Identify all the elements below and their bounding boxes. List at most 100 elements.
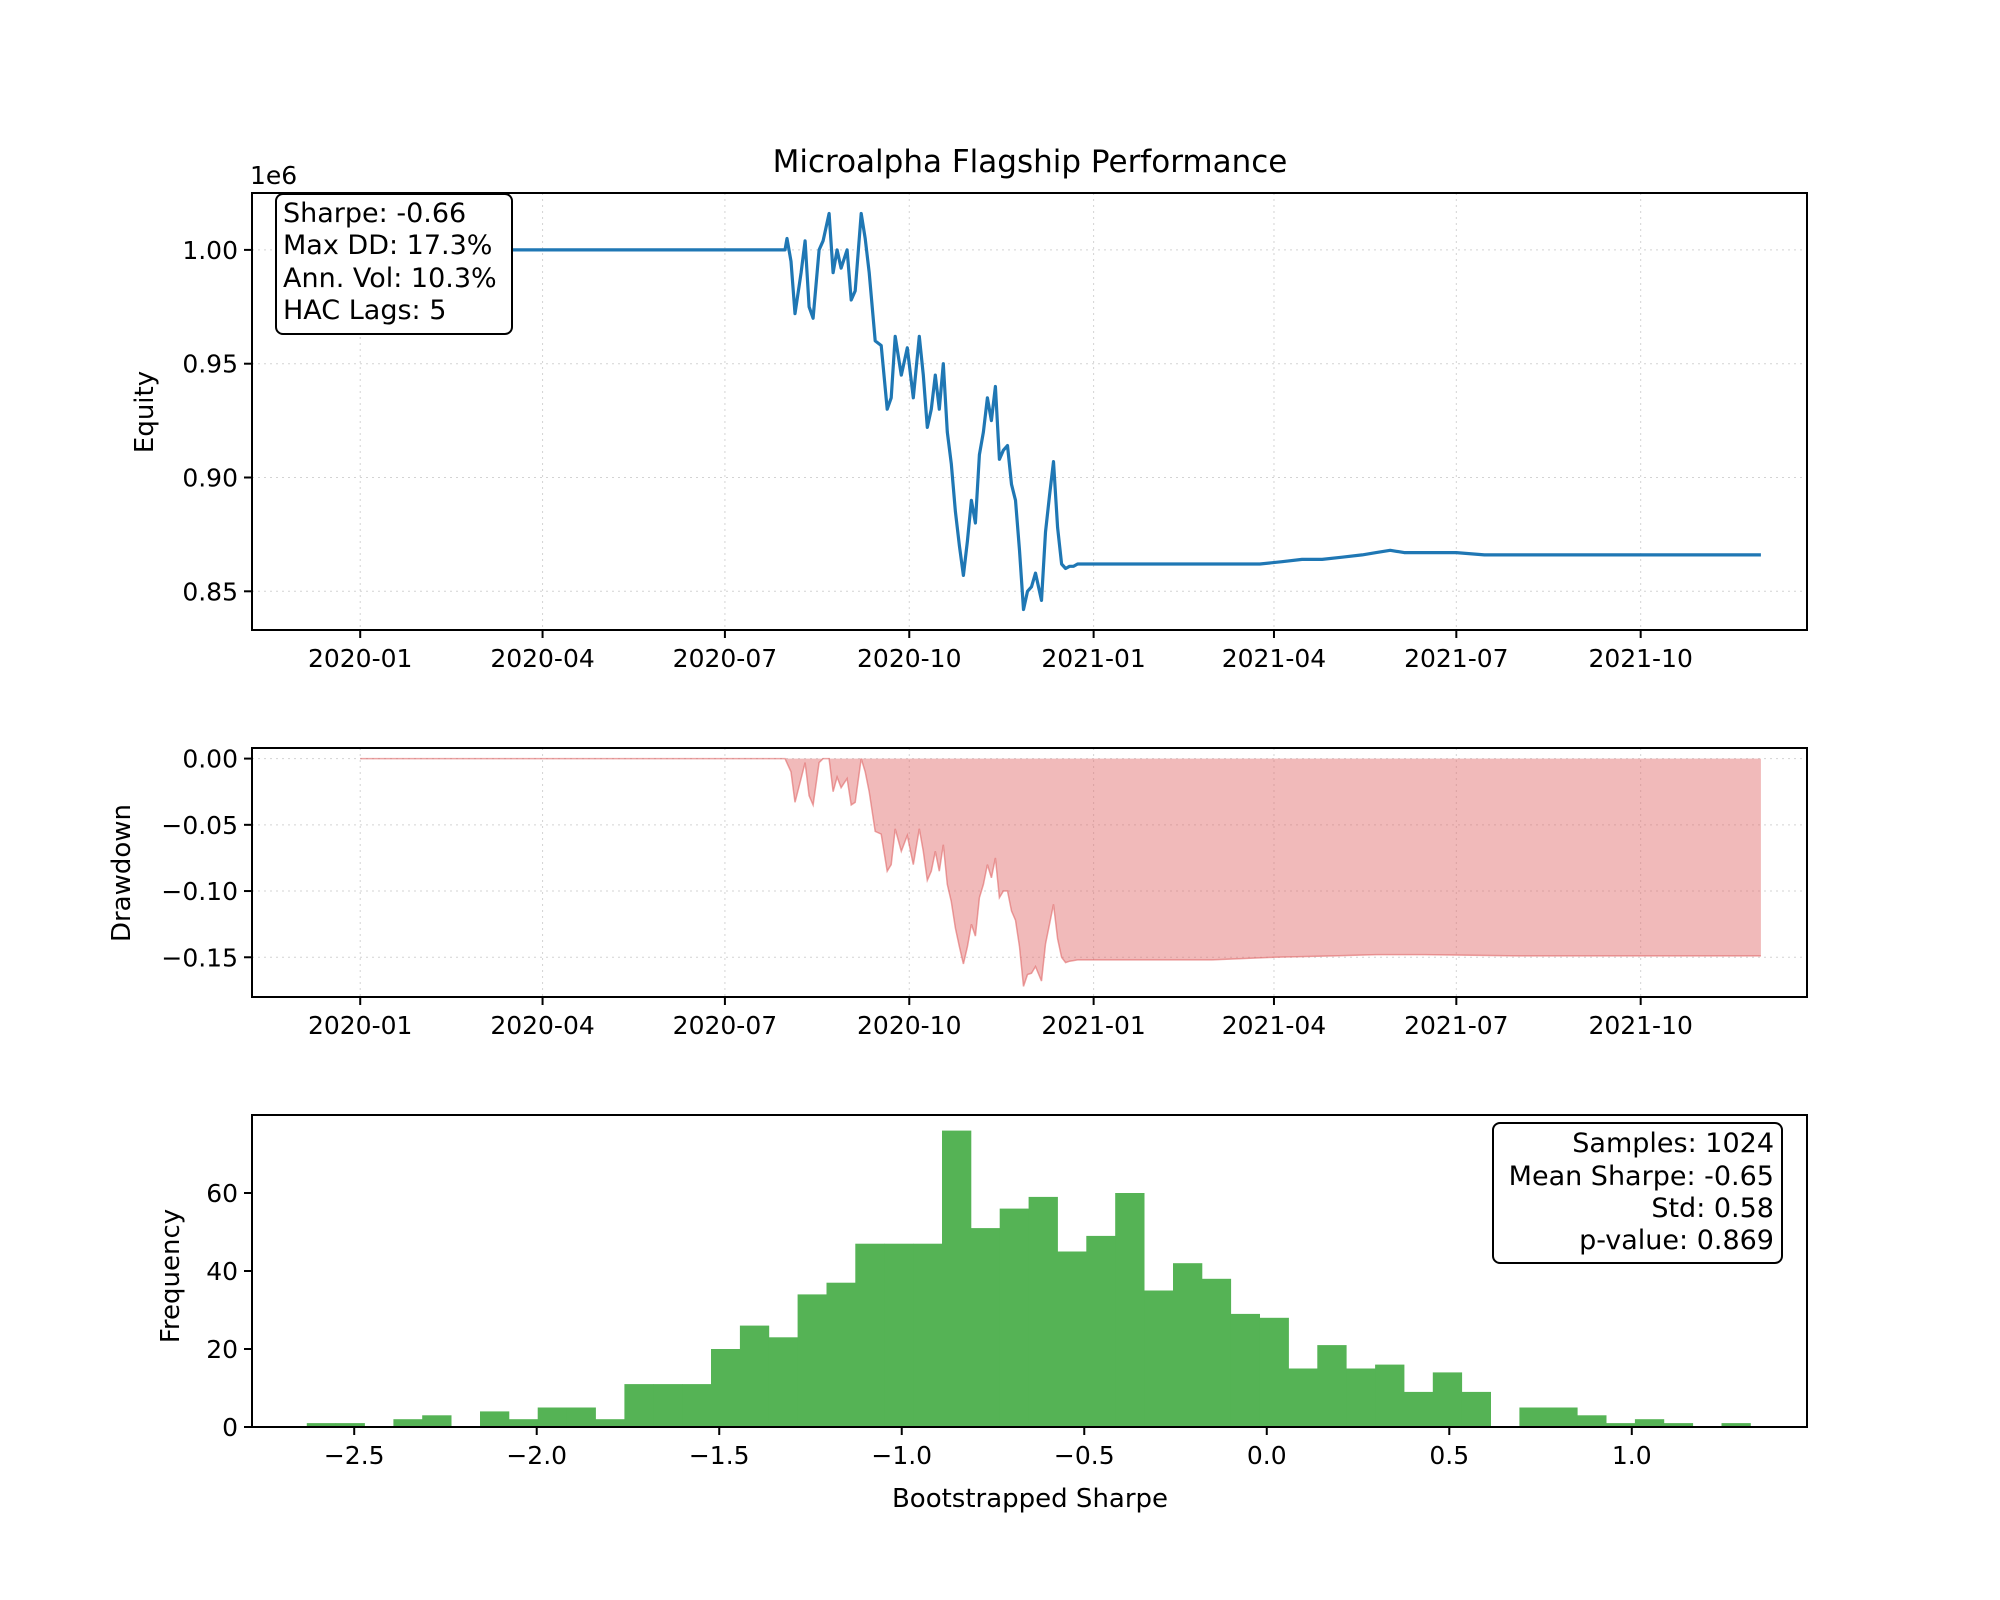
histogram-bar [422,1415,452,1427]
equity-y-axis-label: Equity [130,371,160,453]
histogram-bar [566,1407,596,1427]
equity-y-tick-label: 0.95 [182,350,238,379]
histogram-stats-box: Samples: 1024 Mean Sharpe: -0.65 Std: 0.… [1492,1122,1783,1264]
histogram-bar [913,1243,943,1427]
equity-stat-hac-lags: HAC Lags: 5 [283,295,446,326]
histogram-bar [1057,1251,1087,1427]
histogram-x-tick-label: −2.0 [506,1441,567,1470]
equity-y-tick-label: 0.85 [182,577,238,606]
equity-panel: Microalpha Flagship Performance 1e6 2020… [130,144,1808,673]
histogram-stat-std: Std: 0.58 [1651,1193,1774,1224]
drawdown-y-tick-label: −0.05 [161,811,238,840]
histogram-x-tick-label: −2.5 [324,1441,385,1470]
equity-y-tick-label: 0.90 [182,464,238,493]
drawdown-x-tick-label: 2020-07 [673,1011,777,1040]
histogram-x-tick-label: −1.0 [871,1441,932,1470]
histogram-x-axis-label: Bootstrapped Sharpe [892,1484,1168,1514]
histogram-bar [1375,1364,1405,1427]
histogram-bar [1086,1235,1116,1427]
histogram-bar [1230,1313,1260,1427]
drawdown-x-tick-label: 2021-01 [1041,1011,1145,1040]
histogram-bar [1259,1317,1289,1427]
histogram-x-tick-label: 0.5 [1429,1441,1469,1470]
drawdown-x-tick-label: 2021-10 [1588,1011,1692,1040]
drawdown-x-tick-label: 2020-04 [490,1011,594,1040]
histogram-bar [1721,1423,1751,1427]
histogram-plot-frame [251,1114,1808,1428]
histogram-bar [855,1243,885,1427]
histogram-bar [711,1349,741,1427]
drawdown-panel: 2020-01 2020-04 2020-07 2020-10 2021-01 2021-… [107,745,1808,1040]
equity-stats-box-frame [275,193,513,335]
histogram-bar [335,1423,365,1427]
histogram-bar [999,1208,1029,1427]
equity-line [360,211,1761,612]
equity-x-tick-label: 2021-04 [1222,644,1326,673]
histogram-bar [970,1228,1001,1427]
drawdown-y-tick-label: −0.15 [161,943,238,972]
equity-x-tick-label: 2021-10 [1588,644,1692,673]
histogram-bar [1519,1407,1549,1427]
histogram-y-axis-label: Frequency [156,1209,186,1343]
drawdown-y-tick-label: −0.10 [161,877,238,906]
equity-stats-box: Sharpe: -0.66 Max DD: 17.3% Ann. Vol: 10… [275,193,513,335]
histogram-bar [682,1384,712,1427]
equity-stat-sharpe: Sharpe: -0.66 [283,198,466,229]
histogram-bar [480,1411,510,1427]
histogram-bar [306,1423,337,1427]
equity-y-tick-label: 1.00 [182,236,238,265]
drawdown-x-tick-label: 2021-04 [1222,1011,1326,1040]
histogram-bar [1634,1419,1665,1427]
drawdown-y-tick-label: 0.00 [182,745,238,774]
drawdown-y-axis-label: Drawdown [107,804,137,942]
equity-x-tick-label: 2020-01 [308,644,412,673]
histogram-x-tick-label: −0.5 [1054,1441,1115,1470]
histogram-bar [1577,1415,1607,1427]
histogram-bar [624,1384,654,1427]
equity-x-tick-label: 2020-04 [490,644,594,673]
drawdown-x-tick-label: 2020-10 [857,1011,961,1040]
histogram-x-tick-label: 0.0 [1247,1441,1287,1470]
equity-x-tick-label: 2021-01 [1041,644,1145,673]
histogram-y-tick-label: 0 [222,1413,238,1442]
histogram-stat-p-value: p-value: 0.869 [1579,1225,1774,1256]
chart-title: Microalpha Flagship Performance [773,144,1288,180]
histogram-bar [1663,1423,1694,1427]
histogram-bar [1432,1372,1463,1427]
histogram-bar [1028,1196,1058,1427]
histogram-bar [1461,1391,1491,1427]
equity-offset-text: 1e6 [250,161,297,190]
equity-x-tick-label: 2020-07 [673,644,777,673]
histogram-bar [595,1419,625,1427]
histogram-bar [1173,1263,1203,1427]
histogram-bar [942,1130,972,1427]
drawdown-area [360,758,1761,987]
histogram-bar [393,1419,423,1427]
histogram-bar [739,1325,770,1427]
histogram-stat-samples: Samples: 1024 [1572,1128,1774,1159]
histogram-bar [653,1384,683,1427]
equity-stat-max-dd: Max DD: 17.3% [283,230,492,261]
histogram-bar [1346,1368,1376,1427]
histogram-x-tick-label: −1.5 [689,1441,750,1470]
histogram-bar [1144,1290,1174,1427]
equity-stat-ann-vol: Ann. Vol: 10.3% [283,263,497,294]
drawdown-x-tick-label: 2020-01 [308,1011,412,1040]
drawdown-x-tick-label: 2021-07 [1404,1011,1508,1040]
histogram-stat-mean-sharpe: Mean Sharpe: -0.65 [1509,1161,1774,1192]
histogram-bar [797,1294,827,1427]
histogram-bar [537,1407,567,1427]
equity-plot-frame [251,192,1808,631]
histogram-panel: −2.5 −2.0 −1.5 −1.0 −0.5 0.0 0.5 1.0 0 20 40 60 Fre… [156,1114,1808,1514]
histogram-bar [1606,1423,1636,1427]
histogram-y-tick-label: 40 [206,1257,238,1286]
equity-x-tick-label: 2021-07 [1404,644,1508,673]
histogram-y-tick-label: 60 [206,1179,238,1208]
equity-x-tick-label: 2020-10 [857,644,961,673]
drawdown-edge-line [360,757,1761,987]
histogram-bar [1201,1278,1232,1427]
histogram-x-tick-label: 1.0 [1612,1441,1652,1470]
histogram-bar [768,1337,798,1427]
histogram-bar [1288,1368,1318,1427]
